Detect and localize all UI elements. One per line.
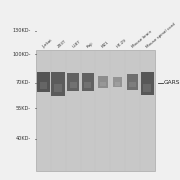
Bar xyxy=(40,82,47,89)
Bar xyxy=(115,82,120,86)
Text: Raji: Raji xyxy=(86,41,95,49)
Bar xyxy=(141,72,154,95)
Bar xyxy=(100,82,106,86)
Text: 70KD-: 70KD- xyxy=(15,80,31,85)
Bar xyxy=(98,76,108,88)
Bar xyxy=(51,71,65,96)
Text: Mouse brain: Mouse brain xyxy=(131,29,153,49)
Bar xyxy=(129,82,136,87)
Text: Mouse spinal cord: Mouse spinal cord xyxy=(146,22,177,49)
Text: HT-29: HT-29 xyxy=(116,38,128,49)
Bar xyxy=(70,82,77,88)
Bar xyxy=(143,84,151,92)
Text: GARS: GARS xyxy=(164,80,180,85)
Bar xyxy=(82,73,94,91)
Text: Jurkat: Jurkat xyxy=(42,38,53,49)
Bar xyxy=(36,50,155,171)
Bar xyxy=(127,74,138,89)
Bar xyxy=(37,71,50,92)
Bar xyxy=(84,82,91,88)
Text: M21: M21 xyxy=(101,40,110,49)
Text: 130KD-: 130KD- xyxy=(12,28,31,33)
Text: 293T: 293T xyxy=(57,39,67,49)
Bar xyxy=(67,73,79,91)
Text: 40KD-: 40KD- xyxy=(15,136,31,141)
Text: 100KD-: 100KD- xyxy=(12,51,31,57)
Bar xyxy=(54,84,62,92)
Text: U-87: U-87 xyxy=(71,39,82,49)
Bar xyxy=(113,77,122,87)
Text: 55KD-: 55KD- xyxy=(16,105,31,111)
